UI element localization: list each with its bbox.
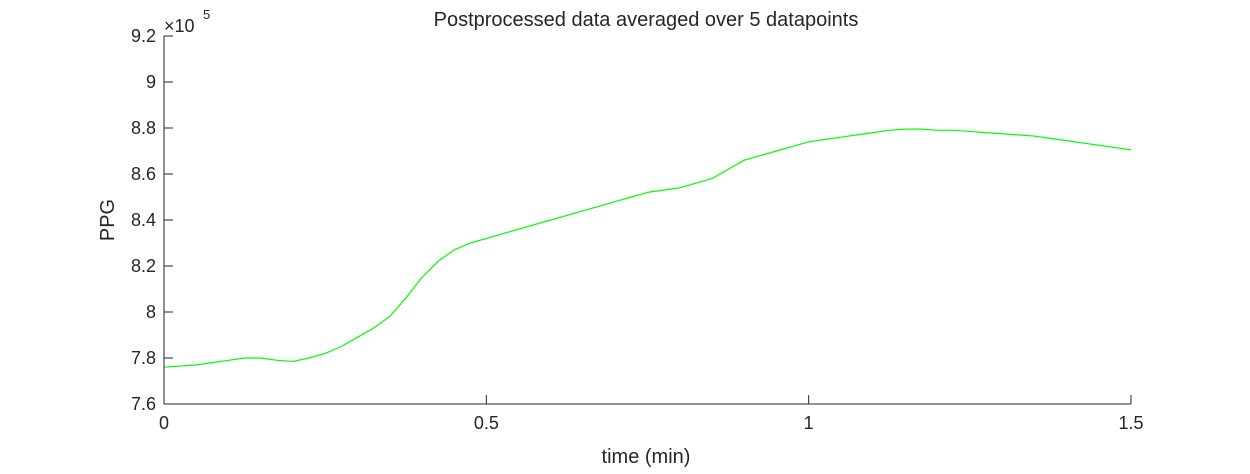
ppg-series-line-1 (163, 128, 1132, 368)
x-tick-label: 0 (159, 413, 169, 433)
axes-layer (163, 36, 1131, 405)
series-layer (163, 128, 1132, 368)
y-tick-label: 8.4 (131, 210, 156, 230)
y-tick-label: 7.8 (131, 348, 156, 368)
y-tick-label: 8.8 (131, 118, 156, 138)
y-tick-label: 8.2 (131, 256, 156, 276)
ticks-layer: 0 0.5 1 1.5 7.6 7.8 8 8.2 8.4 8.6 8.8 9 9.2 (131, 26, 1144, 433)
y-axis-label: PPG (97, 199, 119, 241)
y-axis-exponent-base: ×10 (164, 16, 195, 36)
y-tick-label: 9.2 (131, 26, 156, 46)
x-tick-label: 1.5 (1118, 413, 1143, 433)
x-tick-label: 1 (804, 413, 814, 433)
y-axis-exponent-power: 5 (203, 7, 210, 22)
y-tick-label: 8.6 (131, 164, 156, 184)
y-tick-label: 8 (146, 302, 156, 322)
y-tick-label: 7.6 (131, 394, 156, 414)
y-tick-label: 9 (146, 72, 156, 92)
y-axis-exponent: ×10 5 (164, 7, 210, 36)
x-tick-label: 0.5 (474, 413, 499, 433)
x-axis-label: time (min) (602, 446, 691, 468)
chart-title: Postprocessed data averaged over 5 datap… (434, 9, 859, 31)
